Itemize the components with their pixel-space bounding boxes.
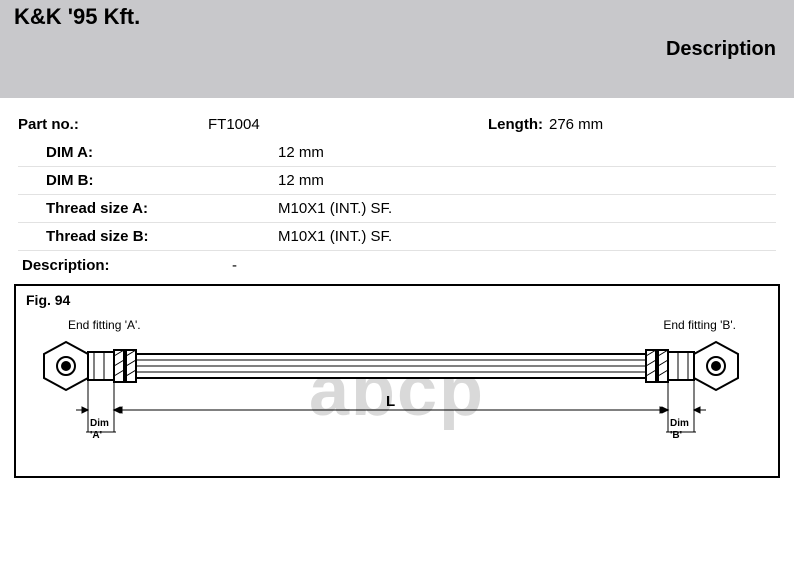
hose-svg: Dim 'A' Dim 'B' L [26,336,766,466]
end-fitting-b-label: End fitting 'B'. [663,318,736,332]
spec-label: Thread size A: [46,200,278,217]
spec-label: Thread size B: [46,228,278,245]
length-value: 276 mm [549,116,603,133]
figure-panel: Fig. 94 End fitting 'A'. End fitting 'B'… [14,284,780,478]
length-symbol: L [386,393,395,410]
company-name: K&K '95 Kft. [14,4,794,30]
spec-label: DIM B: [46,172,278,189]
spec-row: Thread size A: M10X1 (INT.) SF. [18,195,776,223]
page-title: Description [666,38,776,61]
spec-value: 12 mm [278,172,324,189]
spec-block: Part no.: FT1004 Length: 276 mm DIM A: 1… [0,98,794,274]
length-label: Length: [488,116,543,133]
spec-row: DIM A: 12 mm [18,139,776,167]
figure-title: Fig. 94 [26,292,768,308]
spec-row: Thread size B: M10X1 (INT.) SF. [18,223,776,251]
description-value: - [232,257,237,274]
spec-label: DIM A: [46,144,278,161]
dim-a-text: Dim [90,418,109,429]
spec-value: 12 mm [278,144,324,161]
description-row: Description: - [18,251,776,274]
dim-b-text: Dim [670,418,689,429]
spec-row: DIM B: 12 mm [18,167,776,195]
hose-diagram: Dim 'A' Dim 'B' L [26,336,768,466]
spec-value: M10X1 (INT.) SF. [278,200,392,217]
spec-value: M10X1 (INT.) SF. [278,228,392,245]
description-label: Description: [22,257,232,274]
partno-value: FT1004 [208,116,488,133]
partno-row: Part no.: FT1004 Length: 276 mm [18,116,776,133]
end-fitting-a-label: End fitting 'A'. [68,318,141,332]
header-band: K&K '95 Kft. Description [0,0,794,98]
partno-label: Part no.: [18,116,208,133]
